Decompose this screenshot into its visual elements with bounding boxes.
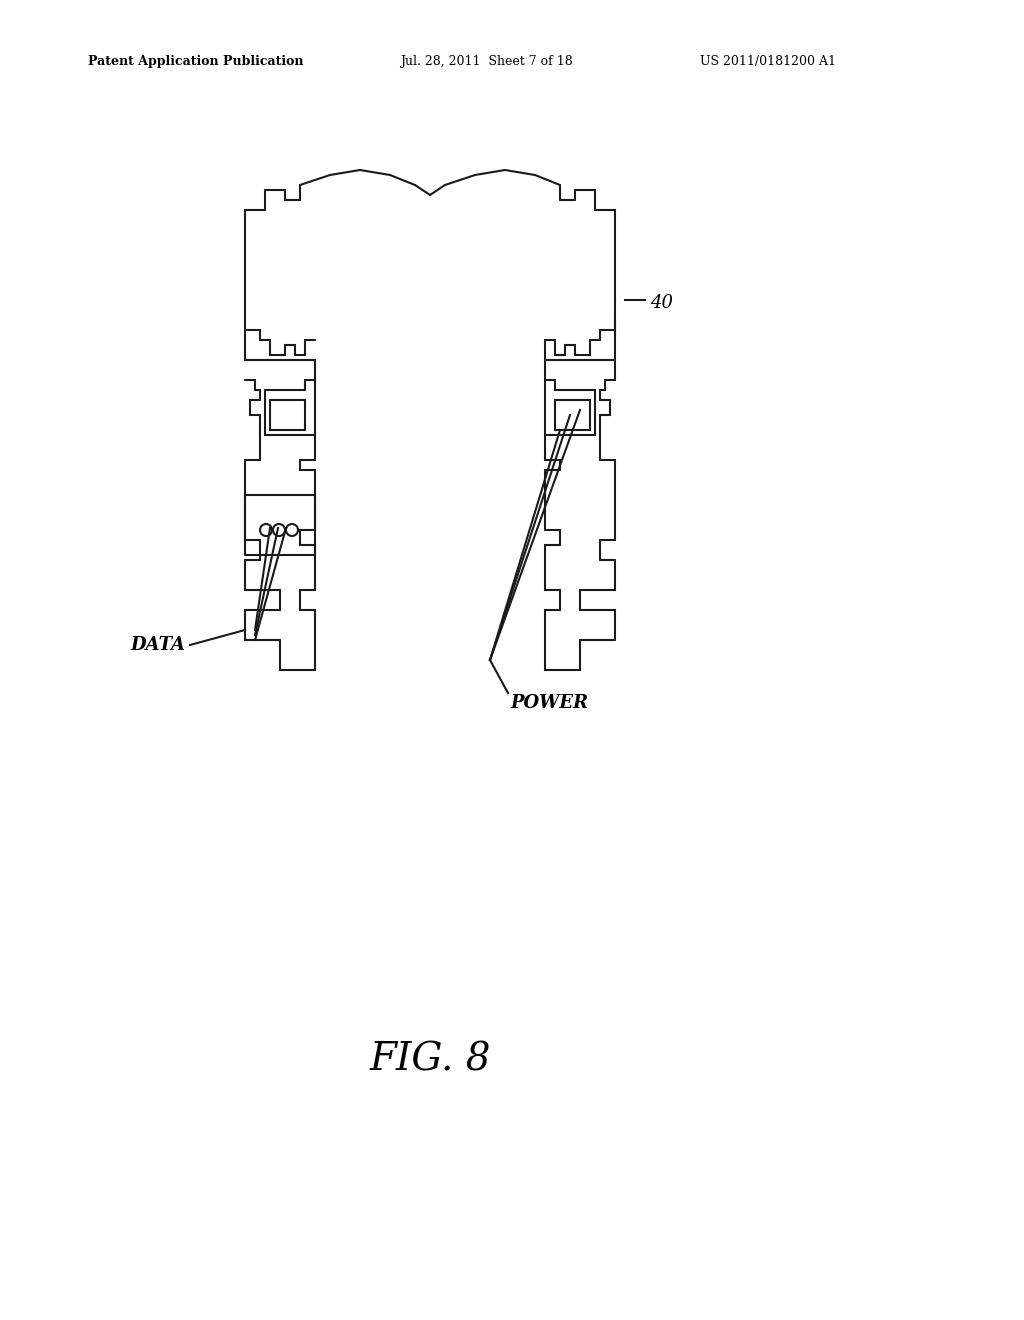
Text: DATA: DATA — [130, 636, 185, 653]
Text: Patent Application Publication: Patent Application Publication — [88, 55, 303, 69]
Text: POWER: POWER — [510, 694, 588, 711]
Text: FIG. 8: FIG. 8 — [370, 1041, 490, 1078]
Text: US 2011/0181200 A1: US 2011/0181200 A1 — [700, 55, 836, 69]
Text: Jul. 28, 2011  Sheet 7 of 18: Jul. 28, 2011 Sheet 7 of 18 — [400, 55, 572, 69]
Text: 40: 40 — [650, 294, 673, 312]
